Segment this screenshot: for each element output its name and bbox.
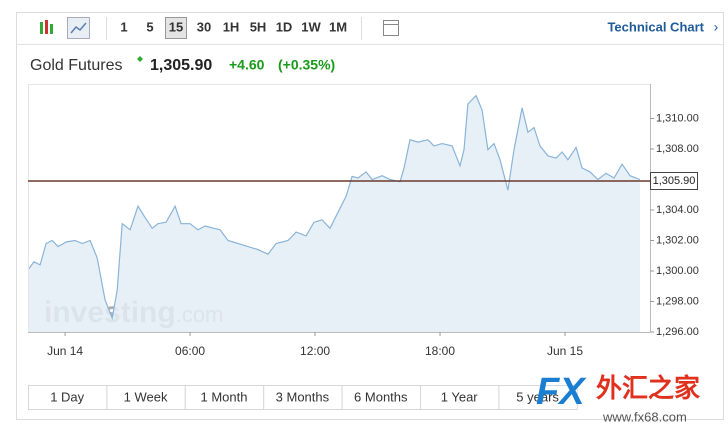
fx68-logo: FX 外汇之家 www.fx68.com — [536, 371, 700, 424]
y-tick-label: 1,304.00 — [656, 204, 699, 216]
settings-icon[interactable] — [383, 20, 399, 36]
range-button[interactable] — [28, 385, 108, 410]
up-indicator — [137, 56, 143, 62]
interval-selected — [165, 17, 187, 39]
link-arrow: › — [714, 19, 719, 35]
range-button[interactable] — [263, 385, 343, 410]
logo-fx: FX — [536, 371, 587, 413]
range-button[interactable] — [341, 385, 422, 410]
last-price-label: 1,305.90 — [653, 175, 696, 187]
quote-change: +4.60 — [229, 57, 265, 73]
line-icon-glyph — [70, 22, 87, 34]
interval-button[interactable]: 5H — [250, 19, 267, 34]
interval-button[interactable]: 30 — [197, 19, 211, 34]
interval-button[interactable]: 1D — [276, 19, 293, 34]
interval-button[interactable]: 1M — [329, 19, 347, 34]
y-tick-label: 1,310.00 — [656, 112, 699, 124]
y-tick-label: 1,308.00 — [656, 143, 699, 155]
plot: investing.com1,296.001,298.001,300.001,3… — [27, 84, 699, 358]
x-tick-label: Jun 14 — [47, 344, 83, 358]
interval-button[interactable]: 1 — [120, 19, 127, 34]
interval-button[interactable]: 15 — [169, 19, 183, 34]
quote-change-percent: (+0.35%) — [278, 57, 335, 73]
x-tick-label: Jun 15 — [547, 344, 583, 358]
logo-url: www.fx68.com — [602, 409, 687, 424]
range-button-label[interactable]: 1 Year — [441, 389, 479, 404]
area-fill — [28, 95, 640, 332]
range-button[interactable] — [498, 385, 578, 410]
x-tick-label: 12:00 — [300, 344, 330, 358]
y-tick-label: 1,302.00 — [656, 234, 699, 246]
x-tick-label: 18:00 — [425, 344, 455, 358]
range-button[interactable] — [106, 385, 186, 410]
candle-icon[interactable] — [40, 20, 53, 34]
logo-cn: 外汇之家 — [596, 373, 700, 403]
range-button-label[interactable]: 6 Months — [354, 389, 408, 404]
y-tick-label: 1,296.00 — [656, 326, 699, 338]
interval-button[interactable]: 1W — [301, 19, 321, 34]
price-line — [27, 94, 641, 321]
range-button[interactable] — [420, 385, 500, 410]
last-price-box — [650, 172, 698, 191]
range-button-label[interactable]: 5 years — [516, 389, 559, 404]
technical-chart-link[interactable]: Technical Chart — [607, 19, 704, 34]
range-button-label[interactable]: 3 Months — [276, 389, 330, 404]
interval-button[interactable]: 5 — [146, 19, 153, 34]
ui-layer: 1 5 15 30 1H 5H 1D 1W 1M1 Day 1 Week 1 Month 3 Mont… — [28, 17, 578, 410]
x-tick-label: 06:00 — [175, 344, 205, 358]
range-button-label[interactable]: 1 Day — [50, 389, 84, 404]
quote-price: 1,305.90 — [150, 57, 212, 74]
range-button-label[interactable]: 1 Week — [124, 389, 168, 404]
range-button-label[interactable]: 1 Month — [201, 389, 248, 404]
y-tick-label: 1,298.00 — [656, 295, 699, 307]
interval-button[interactable]: 1H — [223, 19, 240, 34]
y-tick-label: 1,300.00 — [656, 265, 699, 277]
quote-name: Gold Futures — [30, 57, 122, 74]
